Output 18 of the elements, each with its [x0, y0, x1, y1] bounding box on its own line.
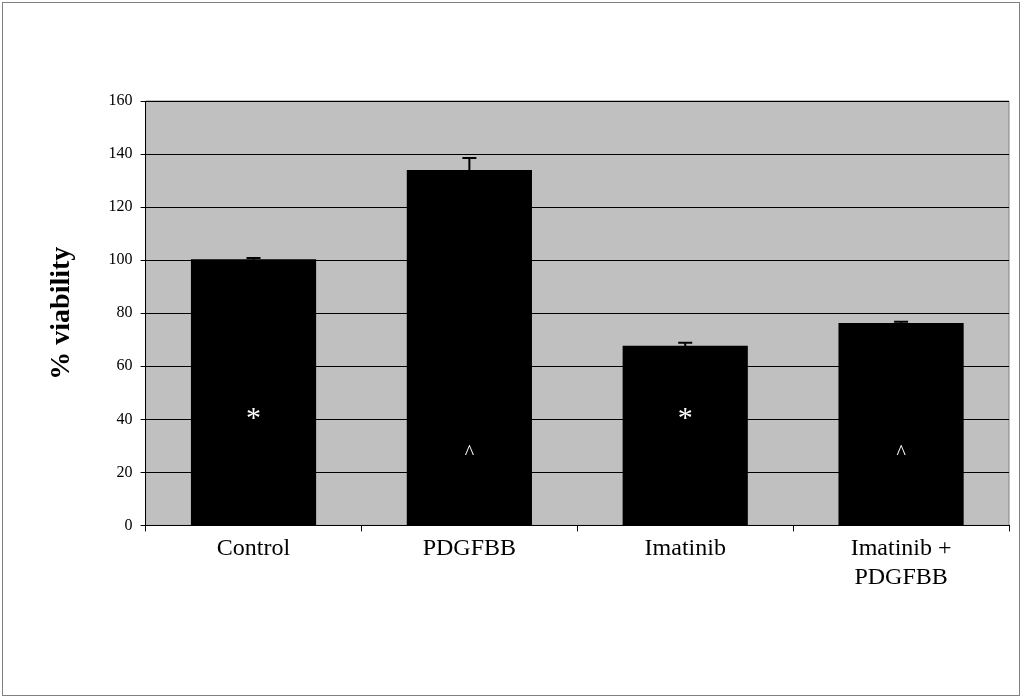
y-tick-label: 20: [116, 462, 133, 480]
y-tick-label: 120: [108, 197, 133, 215]
annotation: *: [246, 400, 262, 434]
y-axis-title: % viability: [44, 246, 76, 380]
x-tick-label: Imatinib + PDGFBB: [850, 534, 952, 589]
y-tick-label: 60: [116, 356, 133, 374]
x-tick-label: Imatinib: [644, 534, 726, 561]
y-tick-label: 40: [116, 409, 133, 427]
annotation: *: [677, 400, 693, 434]
y-tick-label: 160: [108, 91, 133, 109]
x-tick-label: Control: [216, 534, 291, 561]
y-tick-label: 0: [124, 515, 133, 533]
annotation: ^: [896, 440, 907, 463]
x-tick-label: PDGFBB: [422, 534, 517, 561]
y-tick-label: 80: [116, 303, 133, 321]
annotation: ^: [464, 440, 475, 463]
y-tick-label: 100: [108, 250, 133, 268]
y-tick-label: 140: [108, 144, 133, 162]
